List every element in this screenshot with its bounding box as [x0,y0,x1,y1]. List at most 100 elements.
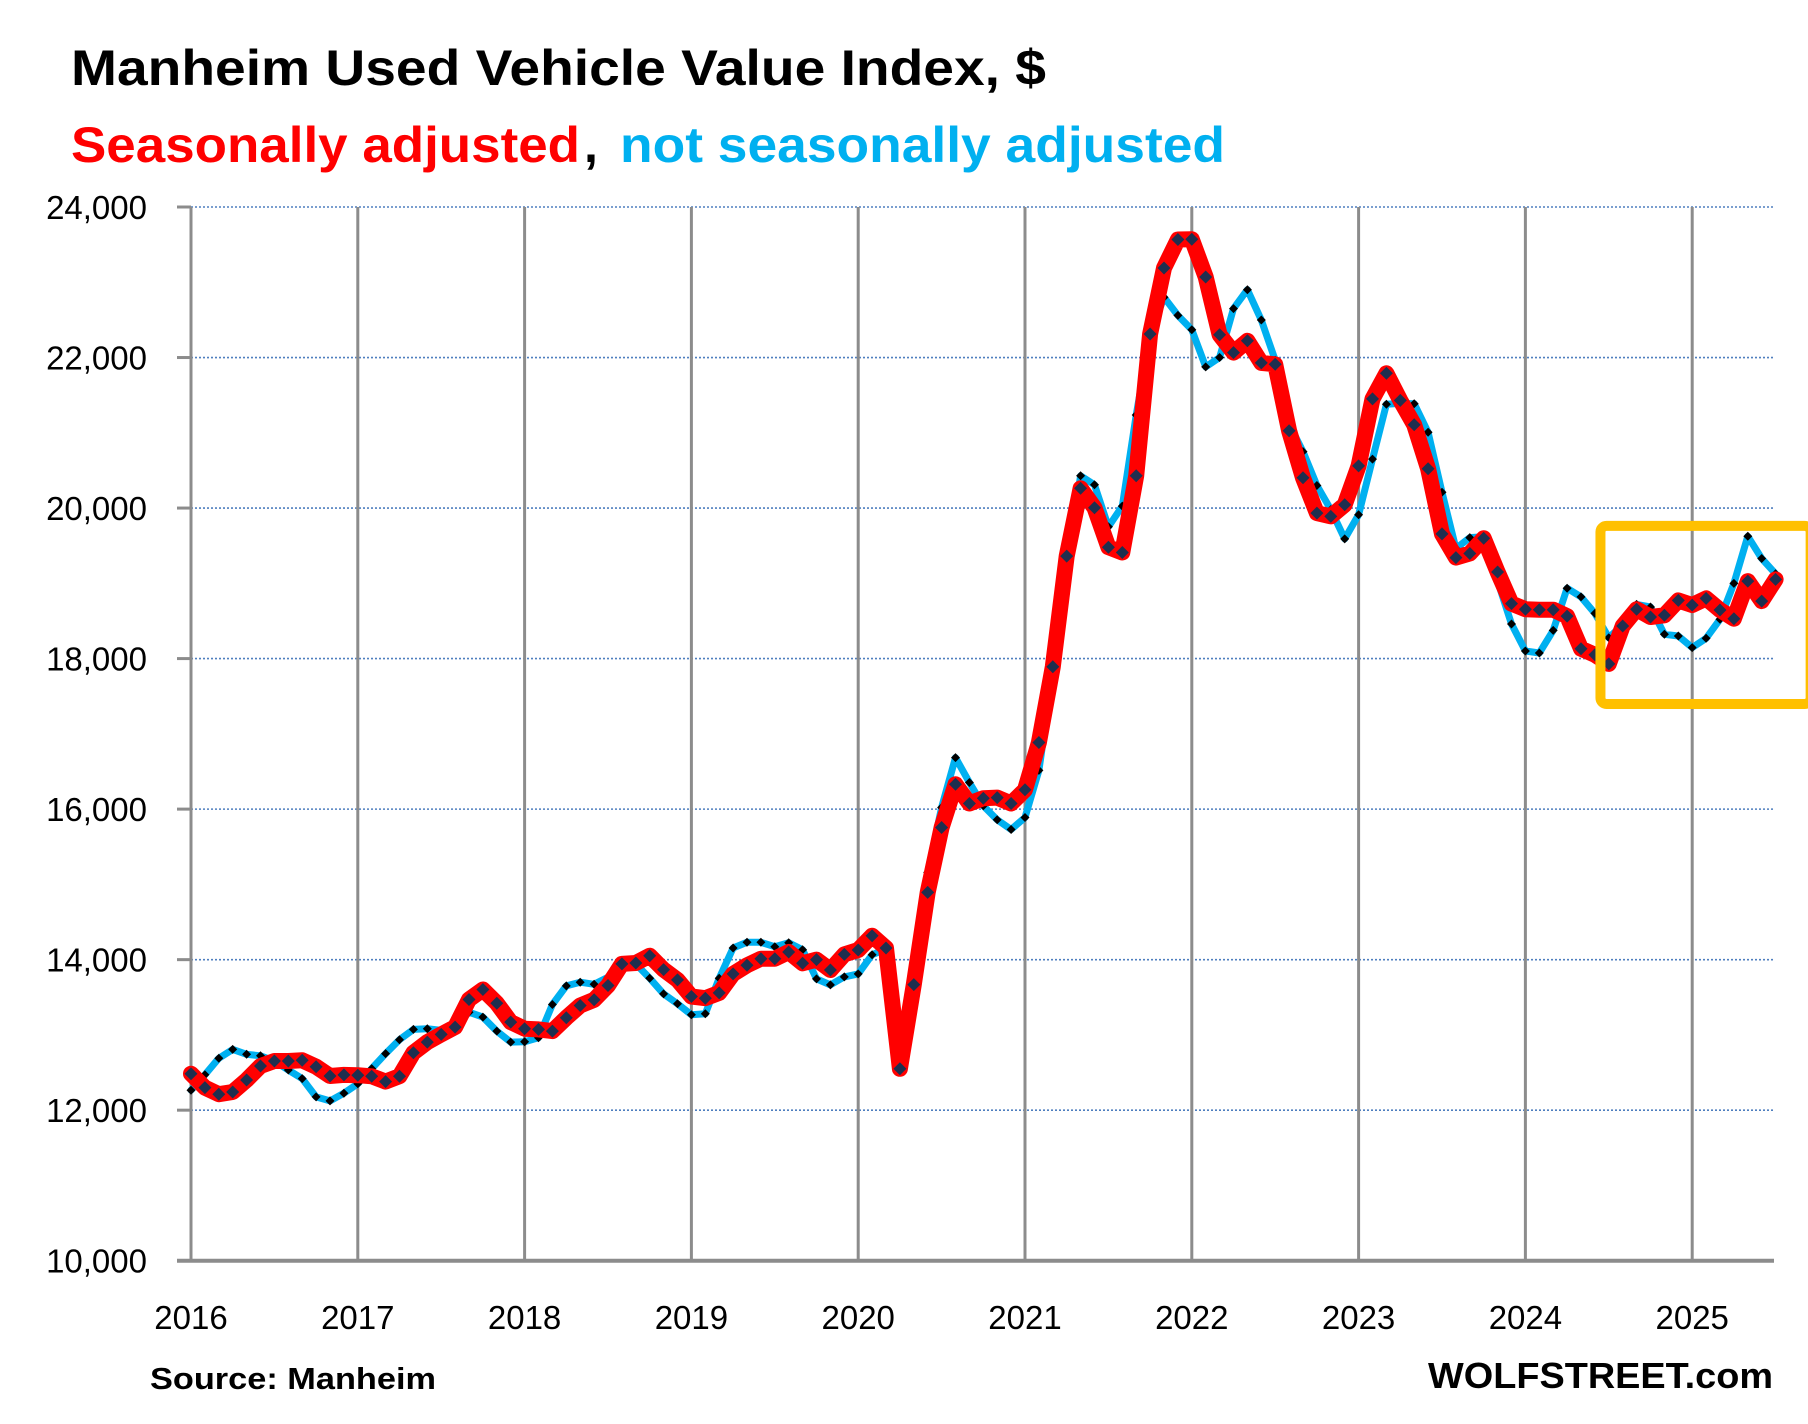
nsa-point [756,937,766,947]
sa-point [935,821,949,834]
sa-point [281,1054,295,1068]
sa-point [1435,527,1449,541]
sa-point [1171,233,1185,246]
x-tick-label: 2022 [1155,1299,1228,1336]
sa-point [671,973,684,987]
horizontal-gridlines [191,206,1774,1111]
sa-point [1101,540,1115,554]
nsa-point [1229,304,1238,314]
sa-point [406,1046,420,1060]
sa-point [545,1024,559,1038]
sa-point [434,1027,448,1041]
y-axis-tick-labels: 10,000 12,000 14,000 16,000 18,000 20,000 22,0… [46,189,147,1280]
watermark: WOLFSTREET.com [1428,1355,1773,1396]
chart-title: Manheim Used Vehicle Value Index, $ [71,40,1046,96]
sa-point [1143,327,1157,341]
sa-point [1769,572,1783,586]
sa-point [629,956,643,970]
x-tick-label: 2025 [1655,1299,1728,1336]
sa-point [1115,546,1129,559]
sa-point [782,945,796,959]
sa-point [1505,597,1518,611]
nsa-point [1423,427,1433,437]
sa-point [212,1087,226,1101]
nsa-point [1729,578,1739,588]
nsa-point [1242,285,1252,295]
sa-point [698,991,712,1005]
sa-point [949,777,962,791]
sa-point [1741,574,1755,588]
sa-point [559,1011,573,1025]
sa-point [1421,462,1435,476]
sa-point [1046,660,1060,674]
nsa-point [1743,531,1753,541]
sa-point [1018,783,1032,797]
sa-point [337,1068,351,1082]
sa-point [1713,603,1727,617]
nsa-point [395,1035,404,1045]
sa-point [601,979,615,992]
sa-point [309,1060,323,1074]
nsa-point [1534,648,1544,658]
nsa-point [422,1024,432,1034]
sa-point [1449,551,1463,565]
x-tick-label: 2023 [1322,1299,1395,1336]
x-tick-label: 2017 [321,1299,394,1336]
nsa-point [825,980,835,990]
sa-point [712,986,726,1000]
series-seasonally-adjusted [183,231,1784,1103]
nsa-point [1020,813,1030,822]
sa-point [1282,424,1296,438]
sa-point [726,967,740,981]
sa-point [1240,334,1254,348]
sa-point [448,1020,462,1034]
sa-point [1338,498,1352,512]
sa-point [532,1022,545,1036]
nsa-point [645,973,655,983]
sa-point [240,1073,254,1087]
nsa-point [1507,619,1516,629]
nsa-point [408,1024,418,1034]
sa-point [490,996,504,1010]
y-tick-label: 12,000 [46,1092,147,1129]
nsa-point [1215,353,1225,362]
sa-point [879,941,893,955]
sa-point [1129,469,1143,483]
sa-point [1379,366,1393,380]
nsa-point [1187,325,1197,335]
sa-point [1755,594,1769,608]
sa-point [1004,797,1018,810]
sa-point [351,1068,365,1082]
nsa-point [1340,534,1350,544]
sa-point [1630,602,1644,616]
x-tick-label: 2019 [655,1299,728,1336]
x-tick-label: 2016 [154,1299,227,1336]
nsa-point [381,1049,391,1059]
nsa-point [1381,399,1391,409]
nsa-point [659,989,669,999]
nsa-point [700,1009,710,1019]
nsa-point [686,1010,696,1020]
sa-point [1546,603,1560,617]
sa-point [1616,619,1630,633]
nsa-point [839,972,849,982]
y-tick-label: 24,000 [46,189,147,226]
nsa-point [547,1000,557,1009]
nsa-point [575,977,585,987]
nsa-point [311,1092,321,1102]
sa-point [1560,609,1574,623]
nsa-point [186,1085,196,1095]
subtitle-not-seasonally-adjusted: not seasonally adjusted [620,117,1225,173]
nsa-point [951,753,960,763]
sa-point [1352,459,1366,473]
sa-point [823,963,837,977]
nsa-point [1673,631,1683,641]
x-tick-label: 2021 [988,1299,1061,1336]
sa-point [1532,603,1546,617]
nsa-point [1173,310,1183,320]
highlight-box [1595,520,1808,710]
x-axis-tick-labels: 2016 2017 2018 2019 2020 2021 2022 2023 2024 2025 [154,1299,1729,1336]
sa-point [1157,261,1171,275]
sa-point [1699,591,1713,605]
